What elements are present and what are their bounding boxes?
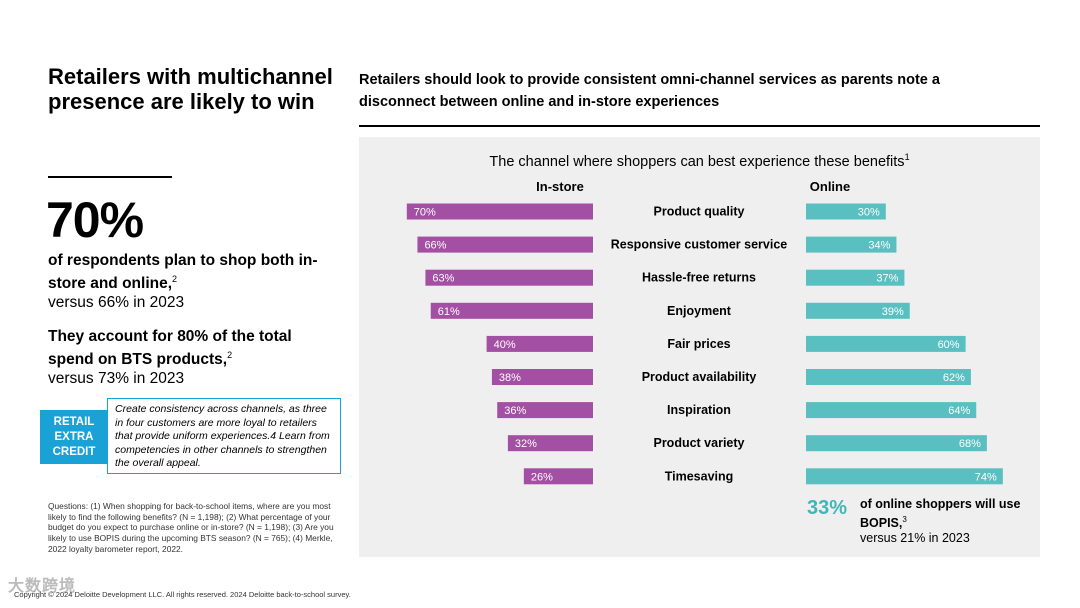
online-value-label: 37% <box>876 273 898 285</box>
stat2-bold: 80% <box>177 328 209 345</box>
instore-value-label: 32% <box>515 438 537 450</box>
instore-value-label: 70% <box>414 207 436 219</box>
online-bar <box>806 402 977 419</box>
stat2-pre: They account for <box>48 328 178 345</box>
bopis-rest: versus 21% in 2023 <box>860 531 970 546</box>
online-value-label: 62% <box>943 372 965 384</box>
instore-column-label: In-store <box>536 179 584 194</box>
instore-value-label: 38% <box>499 372 521 384</box>
online-bar <box>806 203 886 220</box>
online-value-label: 64% <box>948 405 970 417</box>
left-title: Retailers with multichannel presence are… <box>48 64 333 114</box>
stat2-rest: versus 73% in 2023 <box>48 370 185 388</box>
instore-value-label: 36% <box>504 405 526 417</box>
online-column-label: Online <box>809 179 851 194</box>
bopis-sup: 3 <box>902 515 907 524</box>
online-bar <box>806 335 966 352</box>
online-value-label: 60% <box>938 339 960 351</box>
right-header: Retailers should look to provide consist… <box>359 72 940 110</box>
online-bar <box>806 435 987 452</box>
online-value-label: 74% <box>975 471 997 483</box>
category-label: Product quality <box>654 205 745 219</box>
bopis-bold: of online shoppers will use BOPIS, <box>860 497 1021 531</box>
instore-bar <box>406 203 593 220</box>
big-stat: 70% <box>46 192 144 248</box>
stat1-bold: of respondents plan to shop both in-stor… <box>48 252 318 293</box>
instore-bar <box>425 269 593 286</box>
bopis-text: of online shoppers will use BOPIS,3 vers… <box>860 497 1030 546</box>
right-divider <box>359 125 1040 127</box>
stat-block-2: They account for 80% of the total spend … <box>48 327 338 388</box>
category-label: Fair prices <box>667 337 730 351</box>
badge-line-1: RETAIL <box>53 415 95 428</box>
instore-bar <box>523 468 593 485</box>
stat2-sup: 2 <box>227 350 233 360</box>
category-label: Inspiration <box>667 403 731 417</box>
badge-line-3: CREDIT <box>52 445 96 458</box>
instore-bar <box>486 335 593 352</box>
online-value-label: 68% <box>959 438 981 450</box>
category-label: Responsive customer service <box>611 238 788 252</box>
instore-value-label: 61% <box>438 306 460 318</box>
watermark: 大数跨境 <box>8 578 77 595</box>
online-bar <box>806 369 971 385</box>
online-bar <box>806 236 897 253</box>
left-divider <box>48 176 172 178</box>
badge-line-2: EXTRA <box>54 430 94 443</box>
instore-value-label: 26% <box>531 471 553 483</box>
online-value-label: 34% <box>868 240 890 252</box>
category-label: Enjoyment <box>667 304 732 318</box>
stat1-rest: versus 66% in 2023 <box>48 294 185 312</box>
instore-bar <box>491 369 593 385</box>
online-bar <box>806 269 905 286</box>
retail-extra-credit-badge: RETAIL EXTRA CREDIT <box>40 410 108 464</box>
online-value-label: 39% <box>882 306 904 318</box>
bopis-stat: 33% <box>807 497 848 519</box>
stat1-sup: 2 <box>172 274 178 284</box>
instore-value-label: 66% <box>424 240 446 252</box>
instore-bar <box>430 302 593 319</box>
questions-footnote: Questions: (1) When shopping for back-to… <box>48 501 334 554</box>
instore-bar <box>497 402 593 419</box>
category-label: Product variety <box>653 436 744 450</box>
instore-bar <box>417 236 593 253</box>
chart-title-text: The channel where shoppers can best expe… <box>489 153 905 170</box>
online-bar <box>806 302 910 319</box>
stat2-post: of the total spend on BTS products, <box>48 328 292 369</box>
category-label: Timesaving <box>665 469 734 483</box>
extra-credit-text: Create consistency across channels, as t… <box>107 398 341 474</box>
online-value-label: 30% <box>858 207 880 219</box>
online-bar <box>806 468 1003 485</box>
instore-bar <box>507 435 593 452</box>
category-label: Hassle-free returns <box>642 271 756 285</box>
instore-value-label: 63% <box>432 273 454 285</box>
chart-title: The channel where shoppers can best expe… <box>359 152 1040 170</box>
chart-title-sup: 1 <box>904 152 910 162</box>
stat-block-1: of respondents plan to shop both in-stor… <box>48 251 338 312</box>
category-label: Product availability <box>642 370 757 384</box>
instore-value-label: 40% <box>494 339 516 351</box>
copyright: Copyright © 2024 Deloitte Development LL… <box>14 590 351 599</box>
